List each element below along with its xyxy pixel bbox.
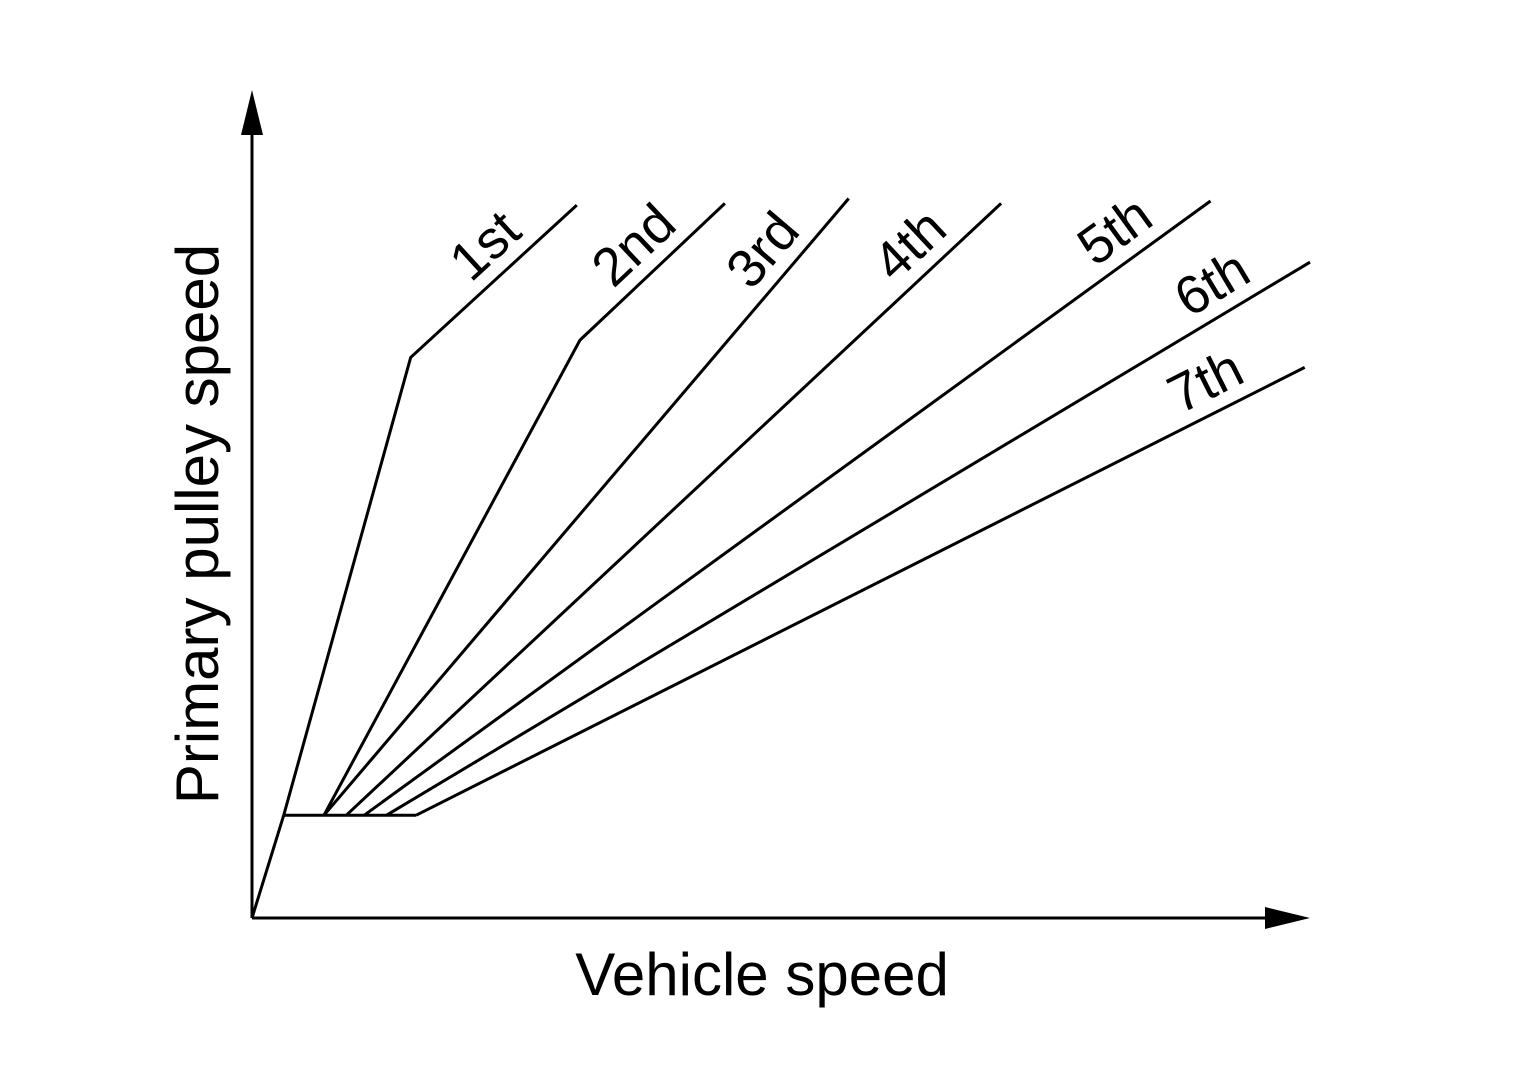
gear-line-6th	[385, 260, 1311, 817]
gear-label-2nd: 2nd	[580, 193, 687, 298]
x-axis-label: Vehicle speed	[575, 941, 949, 1008]
axes: Vehicle speed Primary pulley speed	[164, 90, 1310, 1008]
gear-label-3rd: 3rd	[715, 201, 811, 299]
x-axis-arrow-icon	[1265, 907, 1310, 929]
gear-line-7th	[415, 366, 1306, 817]
launch-line	[250, 814, 286, 919]
y-axis-label: Primary pulley speed	[164, 244, 231, 804]
gear-line-2nd	[322, 202, 726, 817]
gear-label-5th: 5th	[1067, 185, 1163, 278]
gear-lines	[250, 197, 1311, 919]
gear-label-1st: 1st	[438, 199, 532, 292]
gear-label-6th: 6th	[1164, 239, 1259, 329]
gear-label-7th: 7th	[1158, 338, 1252, 425]
gear-line-5th	[363, 199, 1212, 817]
gear-line-3rd	[322, 197, 850, 817]
y-axis-arrow-icon	[241, 90, 263, 135]
gear-line-4th	[345, 202, 1003, 817]
gear-line-1st	[282, 203, 578, 816]
gear-label-4th: 4th	[862, 197, 958, 292]
